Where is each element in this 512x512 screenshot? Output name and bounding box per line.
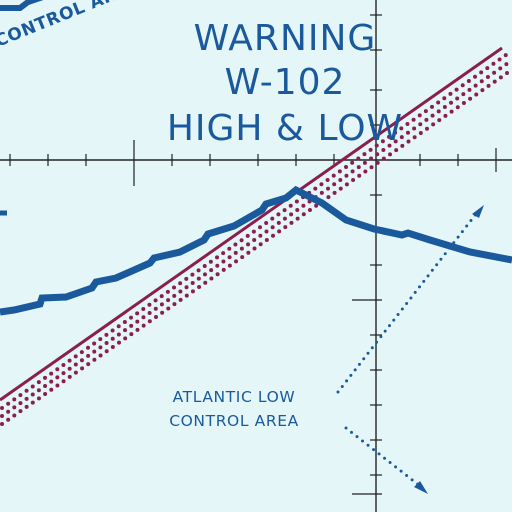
horizontal-ticks (9, 140, 497, 186)
control-area-boundary (0, 185, 512, 316)
leader-lines (336, 212, 478, 488)
warning-label-line2: W-102 (225, 62, 346, 103)
leader-arrowhead-down (414, 481, 428, 494)
warning-label-line1: WARNING (194, 18, 377, 59)
warning-area-boundary (0, 46, 503, 402)
leader-arrowhead-up (472, 205, 484, 218)
vertical-ticks (352, 14, 382, 495)
warning-area-hatch (0, 53, 512, 426)
atlantic-label-line1: ATLANTIC LOW (173, 388, 296, 406)
atlantic-label-line2: CONTROL AREA (169, 412, 299, 430)
control-area-boundary-top (0, 0, 44, 11)
warning-label-line3: HIGH & LOW (167, 108, 403, 149)
